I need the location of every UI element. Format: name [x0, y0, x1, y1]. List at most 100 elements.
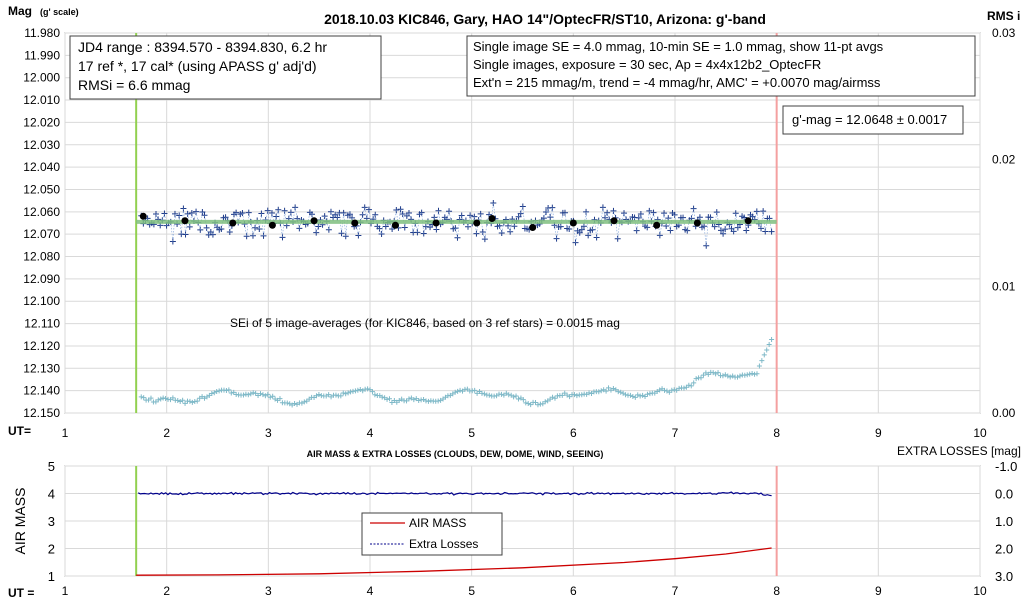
rms-point [343, 391, 349, 397]
rms-point [523, 400, 529, 406]
single-image-connector [577, 230, 580, 233]
rms-point [552, 395, 558, 401]
single-image-connector [149, 222, 152, 225]
single-image-point [372, 211, 379, 218]
single-image-point [233, 209, 240, 216]
single-image-connector [537, 223, 540, 226]
single-image-connector [741, 215, 745, 218]
bottom-y2-tick-label: 3.0 [995, 569, 1013, 584]
top-y-tick-label: 12.110 [24, 317, 60, 331]
top-y-tick-label: 12.150 [23, 406, 60, 420]
single-image-connector [746, 225, 749, 231]
rms-point [769, 336, 775, 342]
rms-point [228, 390, 234, 396]
rms-point [630, 394, 636, 400]
rms-point [586, 390, 592, 396]
rms-point [528, 402, 534, 408]
average-point [610, 217, 618, 225]
rms-point [267, 394, 273, 400]
rms-point [698, 375, 704, 381]
rms-point [182, 400, 188, 406]
single-image-connector [277, 209, 281, 224]
top-x-tick-label: 10 [973, 426, 987, 440]
rms-point [457, 387, 463, 393]
single-image-point [646, 207, 653, 214]
single-image-point [589, 226, 596, 233]
rms-point [333, 392, 339, 398]
rms-point [189, 399, 195, 405]
single-image-point [171, 210, 178, 217]
single-image-point [201, 212, 208, 219]
single-image-connector [229, 225, 233, 233]
single-image-connector [476, 220, 479, 234]
rms-point [301, 399, 307, 405]
top-y-tick-label: 12.140 [23, 384, 60, 398]
single-image-point [193, 208, 200, 215]
single-image-point [663, 222, 670, 229]
rms-point [138, 394, 144, 400]
single-image-connector [663, 213, 667, 227]
rms-point [416, 398, 422, 404]
single-image-point [218, 225, 225, 232]
single-image-connector [716, 212, 720, 225]
rms-point [411, 397, 417, 403]
rms-point [265, 391, 271, 397]
rms-point [559, 392, 565, 398]
rms-point [270, 393, 276, 399]
bottom-y-tick-label: 1 [48, 569, 55, 584]
top-y2-tick-label: 0.03 [992, 26, 1016, 40]
rms-point [615, 389, 621, 395]
rms-point [258, 391, 264, 397]
top-y-tick-label: 12.060 [23, 205, 60, 219]
rms-point [194, 398, 200, 404]
single-image-point [180, 205, 187, 212]
single-image-connector [425, 221, 429, 227]
single-image-point [703, 242, 710, 249]
single-image-connector [438, 210, 441, 225]
rms-point [688, 383, 694, 389]
single-image-point [378, 231, 385, 238]
rms-point [520, 397, 526, 403]
single-image-connector [478, 213, 481, 221]
bottom-x-tick-label: 4 [367, 584, 374, 598]
air-mass-line [136, 547, 772, 576]
single-image-point [321, 213, 328, 220]
single-image-point [389, 225, 396, 232]
single-image-connector [330, 211, 334, 218]
single-image-point [580, 223, 587, 230]
top-y-tick-label: 12.120 [23, 339, 60, 353]
info-box-se-line: Single images, exposure = 30 sec, Ap = 4… [473, 57, 821, 72]
top-x-tick-label: 8 [773, 426, 780, 440]
rms-point [155, 397, 161, 403]
average-point [432, 219, 440, 227]
rms-point [747, 371, 753, 377]
top-y-tick-label: 12.090 [23, 272, 60, 286]
info-box-jd-line: 17 ref *, 17 cal* (using APASS g' adj'd) [78, 58, 317, 74]
rms-point [671, 387, 677, 393]
average-point [181, 217, 189, 225]
single-image-connector [347, 214, 351, 216]
average-point [391, 221, 399, 229]
rms-point [571, 392, 577, 398]
single-image-connector [743, 217, 747, 231]
single-image-connector [522, 206, 526, 229]
rms-point [486, 392, 492, 398]
single-image-point [397, 206, 404, 213]
single-image-point [431, 214, 438, 221]
rms-point [248, 391, 254, 397]
single-image-connector [644, 225, 648, 228]
bottom-x-tick-label: 10 [973, 584, 987, 598]
info-box-jd [69, 35, 382, 100]
top-y-axis-label-suffix: (g' scale) [40, 7, 79, 17]
single-image-point [635, 214, 642, 221]
top-y-tick-label: 11.980 [24, 26, 60, 40]
rms-point [749, 370, 755, 376]
bottom-y-tick-label: 5 [48, 459, 55, 474]
single-image-point [420, 230, 427, 237]
single-image-connector [587, 230, 591, 236]
single-image-connector [541, 217, 545, 221]
single-image-connector [554, 225, 557, 239]
rms-point [260, 392, 266, 398]
bottom-y-tick-label: 2 [48, 542, 55, 557]
rms-point [498, 391, 504, 397]
